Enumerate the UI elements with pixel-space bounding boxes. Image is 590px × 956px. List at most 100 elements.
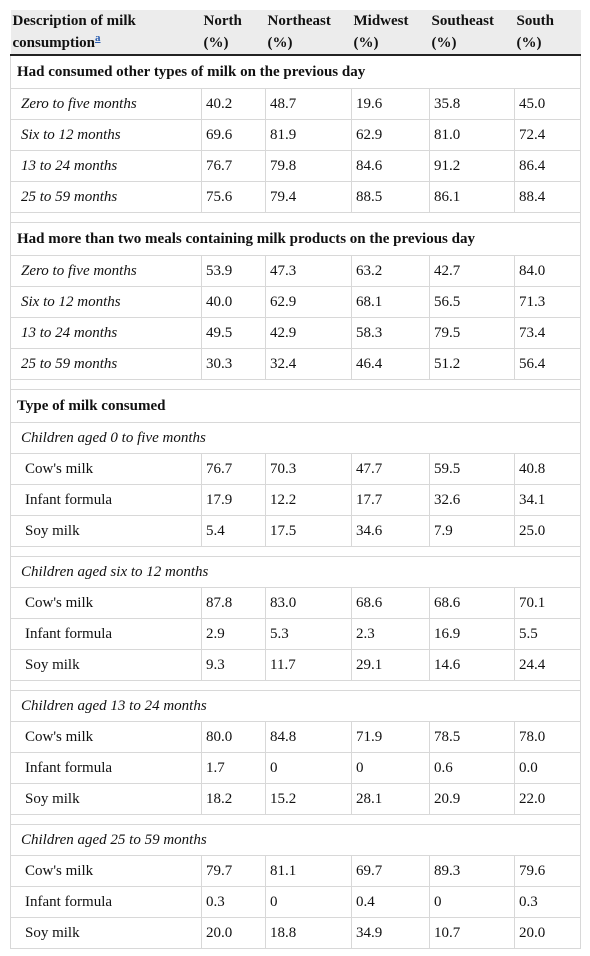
header-row: Description of milk consumptiona North (%)… xyxy=(10,10,581,56)
cell-midwest: 88.5 xyxy=(351,181,430,213)
cell-south: 20.0 xyxy=(514,917,581,949)
spacer-row xyxy=(10,546,581,557)
cell-south: 0.0 xyxy=(514,752,581,784)
cell-southeast: 59.5 xyxy=(429,453,515,485)
row-label: 13 to 24 months xyxy=(10,150,202,182)
group-title: Children aged 25 to 59 months xyxy=(10,824,581,856)
cell-midwest: 28.1 xyxy=(351,783,430,815)
cell-north: 75.6 xyxy=(201,181,266,213)
cell-midwest: 68.6 xyxy=(351,587,430,619)
cell-north: 69.6 xyxy=(201,119,266,151)
cell-northeast: 18.8 xyxy=(265,917,352,949)
group-title: Children aged six to 12 months xyxy=(10,556,581,588)
cell-northeast: 47.3 xyxy=(265,255,352,287)
row-label: Soy milk xyxy=(10,515,202,547)
cell-north: 40.2 xyxy=(201,88,266,120)
table-row: Cow's milk 79.7 81.1 69.7 89.3 79.6 xyxy=(10,855,581,887)
cell-north: 49.5 xyxy=(201,317,266,349)
cell-southeast: 20.9 xyxy=(429,783,515,815)
cell-southeast: 10.7 xyxy=(429,917,515,949)
cell-south: 40.8 xyxy=(514,453,581,485)
cell-north: 76.7 xyxy=(201,150,266,182)
table-row: Infant formula 2.9 5.3 2.3 16.9 5.5 xyxy=(10,618,581,650)
cell-midwest: 2.3 xyxy=(351,618,430,650)
header-north: North (%) xyxy=(201,10,266,56)
section-milk-type: Type of milk consumed xyxy=(10,389,581,423)
cell-southeast: 86.1 xyxy=(429,181,515,213)
cell-southeast: 89.3 xyxy=(429,855,515,887)
header-midwest: Midwest (%) xyxy=(351,10,430,56)
cell-northeast: 0 xyxy=(265,886,352,918)
row-label: Zero to five months xyxy=(10,255,202,287)
cell-midwest: 68.1 xyxy=(351,286,430,318)
cell-southeast: 81.0 xyxy=(429,119,515,151)
section-milk-meals: Had more than two meals containing milk … xyxy=(10,222,581,256)
cell-north: 20.0 xyxy=(201,917,266,949)
table-row: Infant formula 1.7 0 0 0.6 0.0 xyxy=(10,752,581,784)
cell-midwest: 71.9 xyxy=(351,721,430,753)
cell-southeast: 35.8 xyxy=(429,88,515,120)
cell-midwest: 0 xyxy=(351,752,430,784)
cell-southeast: 79.5 xyxy=(429,317,515,349)
spacer-row xyxy=(10,680,581,691)
cell-northeast: 32.4 xyxy=(265,348,352,380)
cell-south: 86.4 xyxy=(514,150,581,182)
section-other-milk: Had consumed other types of milk on the … xyxy=(10,55,581,89)
spacer-cell xyxy=(10,546,581,557)
spacer-cell xyxy=(10,379,581,390)
spacer-row xyxy=(10,212,581,223)
cell-southeast: 68.6 xyxy=(429,587,515,619)
group-heading-row: Children aged 0 to five months xyxy=(10,422,581,454)
group-heading-row: Children aged six to 12 months xyxy=(10,556,581,588)
cell-northeast: 42.9 xyxy=(265,317,352,349)
cell-south: 78.0 xyxy=(514,721,581,753)
row-label: Six to 12 months xyxy=(10,286,202,318)
cell-north: 79.7 xyxy=(201,855,266,887)
cell-northeast: 83.0 xyxy=(265,587,352,619)
cell-midwest: 47.7 xyxy=(351,453,430,485)
spacer-row xyxy=(10,814,581,825)
table-row: Six to 12 months 69.6 81.9 62.9 81.0 72.4 xyxy=(10,119,581,151)
cell-midwest: 0.4 xyxy=(351,886,430,918)
header-southeast: Southeast (%) xyxy=(429,10,515,56)
cell-south: 24.4 xyxy=(514,649,581,681)
cell-south: 56.4 xyxy=(514,348,581,380)
cell-south: 73.4 xyxy=(514,317,581,349)
row-label: Zero to five months xyxy=(10,88,202,120)
row-label: Infant formula xyxy=(10,752,202,784)
row-label: Soy milk xyxy=(10,917,202,949)
cell-north: 17.9 xyxy=(201,484,266,516)
table-row: Six to 12 months 40.0 62.9 68.1 56.5 71.3 xyxy=(10,286,581,318)
table-row: Soy milk 20.0 18.8 34.9 10.7 20.0 xyxy=(10,917,581,949)
cell-south: 25.0 xyxy=(514,515,581,547)
cell-north: 30.3 xyxy=(201,348,266,380)
cell-south: 70.1 xyxy=(514,587,581,619)
row-label: Infant formula xyxy=(10,618,202,650)
row-label: Infant formula xyxy=(10,886,202,918)
cell-northeast: 0 xyxy=(265,752,352,784)
cell-southeast: 14.6 xyxy=(429,649,515,681)
cell-north: 40.0 xyxy=(201,286,266,318)
spacer-cell xyxy=(10,814,581,825)
cell-northeast: 5.3 xyxy=(265,618,352,650)
cell-south: 5.5 xyxy=(514,618,581,650)
cell-northeast: 79.8 xyxy=(265,150,352,182)
cell-north: 18.2 xyxy=(201,783,266,815)
cell-north: 1.7 xyxy=(201,752,266,784)
cell-north: 2.9 xyxy=(201,618,266,650)
cell-northeast: 84.8 xyxy=(265,721,352,753)
footnote-link[interactable]: a xyxy=(95,32,101,44)
cell-southeast: 32.6 xyxy=(429,484,515,516)
cell-north: 76.7 xyxy=(201,453,266,485)
cell-southeast: 0.6 xyxy=(429,752,515,784)
cell-midwest: 46.4 xyxy=(351,348,430,380)
milk-consumption-table-container: Description of milk consumptiona North (%)… xyxy=(10,10,581,949)
cell-southeast: 56.5 xyxy=(429,286,515,318)
row-label: Six to 12 months xyxy=(10,119,202,151)
table-row: 25 to 59 months 75.6 79.4 88.5 86.1 88.4 xyxy=(10,181,581,213)
cell-southeast: 0 xyxy=(429,886,515,918)
cell-midwest: 84.6 xyxy=(351,150,430,182)
cell-north: 53.9 xyxy=(201,255,266,287)
cell-northeast: 48.7 xyxy=(265,88,352,120)
row-label: 13 to 24 months xyxy=(10,317,202,349)
